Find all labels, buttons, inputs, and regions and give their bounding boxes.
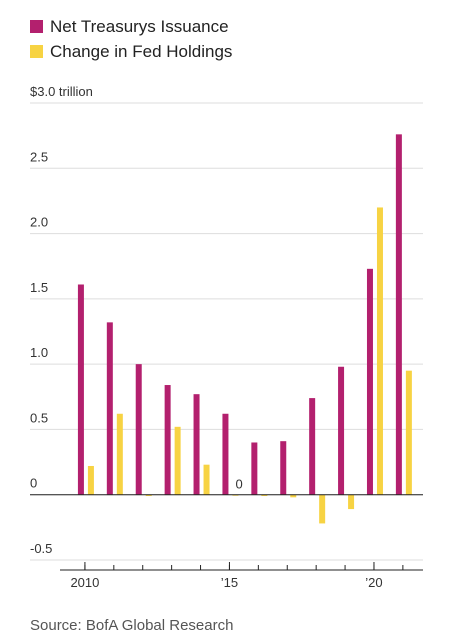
bar (261, 494, 268, 497)
y-tick-label: 0.5 (30, 410, 48, 425)
bar (222, 413, 229, 495)
bar (280, 441, 287, 495)
bar (77, 284, 84, 495)
x-tick-label: ’15 (221, 575, 238, 590)
bar (376, 207, 383, 495)
x-tick-label: 2010 (70, 575, 99, 590)
y-tick-label: 1.5 (30, 280, 48, 295)
bar (395, 134, 402, 495)
bar (405, 370, 412, 495)
bar (348, 494, 355, 510)
y-tick-label: 0 (30, 476, 37, 491)
y-tick-label: 1.0 (30, 345, 48, 360)
bar (366, 268, 373, 495)
legend-swatch (30, 45, 43, 58)
bar (251, 442, 258, 495)
data-label: 0 (235, 477, 242, 492)
y-tick-label: 2.5 (30, 149, 48, 164)
y-tick-label: 2.0 (30, 215, 48, 230)
bar (135, 364, 142, 495)
bar (203, 464, 210, 495)
legend-swatch (30, 20, 43, 33)
y-tick-label: -0.5 (30, 541, 52, 556)
bar (174, 426, 181, 495)
bar (193, 394, 200, 495)
y-tick-label: $3.0 trillion (30, 84, 93, 99)
bar (116, 413, 123, 495)
bar (290, 494, 297, 498)
bar (309, 398, 316, 495)
bar (164, 385, 171, 495)
bar (319, 494, 326, 524)
bar (87, 465, 94, 495)
x-tick-label: ’20 (365, 575, 382, 590)
legend-label: Net Treasurys Issuance (50, 17, 229, 36)
bar (106, 322, 113, 495)
bar (145, 494, 152, 497)
legend-label: Change in Fed Holdings (50, 42, 232, 61)
bar (338, 366, 345, 495)
source: Source: BofA Global Research (30, 617, 233, 634)
